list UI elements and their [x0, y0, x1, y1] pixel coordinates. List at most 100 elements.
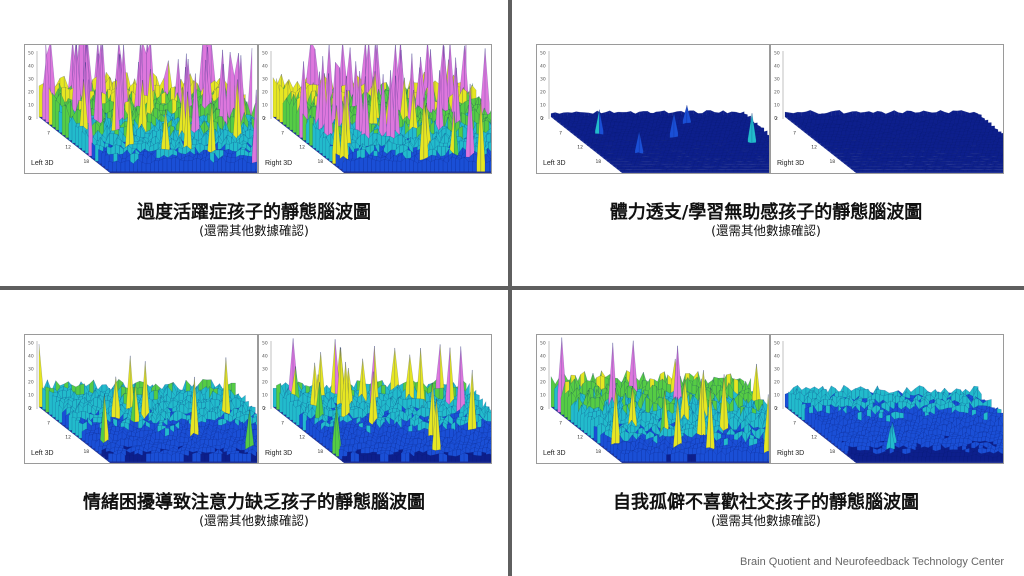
surface-ridge-segment: [621, 152, 626, 157]
y-tick-label: 7: [559, 130, 562, 136]
surface-ridge-segment: [731, 150, 736, 154]
surface-ridge-segment: [1000, 158, 1003, 162]
surface-ridge-segment: [977, 124, 983, 131]
surface-ridge-segment: [468, 160, 473, 172]
surface-ridge-segment: [920, 158, 926, 162]
surface-ridge-segment: [975, 158, 980, 162]
surface-ridge-segment: [676, 164, 681, 167]
surface-ridge-segment: [906, 149, 912, 154]
surface-ridge-segment: [942, 155, 948, 159]
surface-ridge-segment: [877, 161, 883, 164]
surface-ridge-segment: [733, 155, 739, 159]
surface-ridge-segment: [607, 146, 612, 149]
surface-ridge-segment: [705, 167, 710, 170]
surface-ridge-segment: [756, 164, 761, 167]
surface-ridge-segment: [857, 159, 863, 162]
z-tick-label: 50: [28, 51, 34, 57]
surface-ridge-segment: [955, 141, 960, 146]
surface-ridge-segment: [354, 158, 360, 172]
surface-ridge-segment: [856, 150, 861, 154]
surface-ridge-segment: [710, 136, 716, 141]
surface-ridge-segment: [841, 144, 846, 149]
surface-ridge-segment: [646, 142, 651, 146]
eeg-plot-left: 504030201002712182860 Sec30 Sec Left 3D: [536, 44, 770, 174]
surface-ridge-segment: [713, 153, 719, 157]
surface-ridge-segment: [871, 155, 876, 159]
surface-ridge-segment: [832, 145, 838, 149]
surface-ridge-segment: [649, 155, 655, 159]
surface-ridge-segment: [430, 159, 435, 172]
surface-ridge-segment: [670, 155, 676, 159]
surface-ridge-segment: [831, 135, 836, 141]
surface-ridge-segment: [766, 134, 769, 138]
surface-ridge-segment: [727, 164, 732, 167]
surface-ridge-segment: [709, 153, 714, 157]
surface-ridge-segment: [255, 161, 257, 172]
surface-ridge-segment: [854, 156, 859, 159]
surface-ridge-segment: [647, 164, 652, 167]
surface-ridge-segment: [940, 161, 946, 164]
surface-ridge-segment: [995, 147, 1001, 151]
surface-ridge-segment: [964, 166, 969, 170]
y-tick-label: 18: [595, 159, 601, 165]
surface-ridge-segment: [589, 133, 595, 138]
surface-ridge-segment: [598, 133, 603, 138]
surface-ridge-segment: [874, 134, 879, 138]
surface-ridge-segment: [644, 146, 649, 151]
z-tick-label: 50: [262, 51, 268, 57]
surface-ridge-segment: [702, 150, 707, 154]
surface-ridge-segment: [899, 148, 904, 151]
surface-ridge-segment: [963, 170, 968, 172]
surface-ridge-segment: [455, 158, 460, 172]
surface-ridge-segment: [643, 162, 649, 164]
surface-ridge-segment: [630, 150, 636, 154]
surface-ridge-segment: [625, 166, 630, 170]
surface-ridge-segment: [857, 147, 862, 151]
surface-ridge-segment: [730, 153, 735, 157]
surface-ridge-segment: [891, 145, 897, 149]
surface-ridge-segment: [721, 155, 726, 159]
surface-ridge-segment: [942, 169, 947, 172]
surface-ridge-segment: [655, 164, 660, 167]
surface-ridge-segment: [742, 170, 747, 172]
surface-ridge-segment: [948, 150, 954, 154]
quadrant-emotional-distress: 504030201002712182860 Sec30 Sec Left 3D …: [0, 290, 508, 576]
surface-ridge-segment: [721, 142, 726, 146]
surface-ridge-segment: [621, 166, 626, 170]
surface-ridge-segment: [893, 164, 899, 167]
surface-ridge-segment: [171, 156, 176, 172]
z-tick-label: 10: [28, 393, 34, 399]
surface-ridge-segment: [949, 133, 955, 138]
surface-ridge-segment: [637, 167, 643, 170]
surface-ridge-segment: [705, 153, 710, 157]
surface-ridge-segment: [158, 158, 163, 172]
surface-ridge-segment: [890, 147, 896, 151]
surface-ridge-segment: [944, 150, 949, 154]
surface-ridge-segment: [700, 156, 705, 159]
surface-ridge-segment: [646, 166, 651, 170]
surface-ridge-segment: [392, 160, 397, 172]
horizontal-divider: [0, 286, 1024, 290]
surface-ridge-segment: [704, 169, 709, 172]
z-tick-label: 10: [262, 103, 268, 109]
z-tick-label: 40: [774, 64, 780, 70]
surface-ridge-segment: [653, 159, 658, 162]
surface-ridge-segment: [1001, 141, 1003, 146]
surface-ridge-segment: [946, 144, 951, 149]
surface-ridge-segment: [422, 158, 427, 172]
surface-ridge-segment: [669, 161, 674, 164]
panel-subtitle: (還需其他數據確認): [711, 223, 821, 238]
eeg-surface-graphic: 504030201002712182860 Sec30 Sec: [540, 51, 769, 173]
surface-ridge-segment: [679, 141, 684, 146]
surface-ridge-segment: [831, 150, 836, 154]
z-tick-label: 0: [28, 116, 31, 122]
quadrant-hyperactivity: 504030201002712182860 Sec30 Sec Left 3D …: [0, 0, 508, 286]
surface-ridge-segment: [712, 169, 717, 172]
surface-ridge-segment: [396, 160, 402, 172]
surface-ridge-segment: [666, 155, 672, 159]
surface-ridge-segment: [892, 167, 898, 170]
surface-ridge-segment: [592, 138, 597, 144]
surface-ridge-segment: [489, 160, 491, 172]
surface-ridge-segment: [620, 156, 625, 159]
surface-ridge-segment: [741, 158, 746, 162]
